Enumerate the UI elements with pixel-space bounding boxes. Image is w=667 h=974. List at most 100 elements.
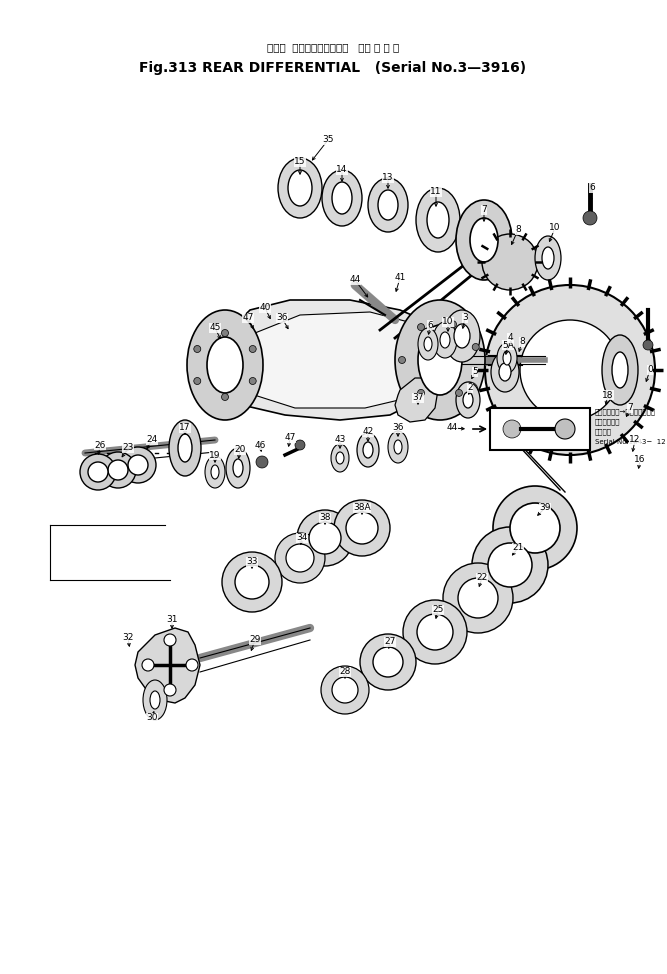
Ellipse shape	[378, 190, 398, 220]
Text: 26: 26	[94, 440, 105, 449]
Text: 21: 21	[512, 543, 524, 552]
Circle shape	[334, 500, 390, 556]
Ellipse shape	[394, 440, 402, 454]
Circle shape	[510, 503, 560, 553]
Text: 全数回に履る: 全数回に履る	[595, 419, 620, 426]
Circle shape	[485, 285, 655, 455]
Circle shape	[186, 659, 198, 671]
Ellipse shape	[288, 170, 312, 206]
Text: 7: 7	[627, 403, 633, 413]
Ellipse shape	[207, 337, 243, 393]
Ellipse shape	[357, 433, 379, 467]
Circle shape	[142, 659, 154, 671]
Circle shape	[462, 382, 478, 398]
Text: 25: 25	[432, 606, 444, 615]
Circle shape	[458, 578, 498, 618]
Ellipse shape	[336, 452, 344, 464]
Circle shape	[88, 462, 108, 482]
Ellipse shape	[454, 324, 470, 348]
Circle shape	[332, 677, 358, 703]
Text: 45: 45	[209, 323, 221, 332]
Circle shape	[286, 544, 314, 572]
Text: 44: 44	[350, 276, 361, 284]
Ellipse shape	[456, 382, 480, 418]
Circle shape	[128, 455, 148, 475]
Text: 42: 42	[362, 428, 374, 436]
Ellipse shape	[418, 328, 438, 360]
Text: 27: 27	[384, 638, 396, 647]
Circle shape	[194, 346, 201, 353]
Ellipse shape	[418, 325, 462, 395]
Circle shape	[583, 211, 597, 225]
Ellipse shape	[331, 444, 349, 472]
Circle shape	[222, 552, 282, 612]
Ellipse shape	[440, 332, 450, 348]
Circle shape	[555, 419, 575, 439]
Text: 6: 6	[589, 183, 595, 193]
Text: 20: 20	[234, 445, 245, 455]
Circle shape	[346, 512, 378, 544]
Text: 38: 38	[319, 513, 331, 522]
Ellipse shape	[205, 456, 225, 488]
Circle shape	[418, 390, 424, 396]
Circle shape	[164, 684, 176, 696]
Text: 5: 5	[472, 367, 478, 377]
Text: リヤー  ディファレンシャル   （適 用 号 機: リヤー ディファレンシャル （適 用 号 機	[267, 42, 399, 52]
Circle shape	[417, 614, 453, 650]
Ellipse shape	[368, 178, 408, 232]
Text: 8: 8	[519, 338, 525, 347]
Text: 18: 18	[602, 391, 614, 399]
Ellipse shape	[424, 337, 432, 351]
Text: 47: 47	[284, 433, 295, 442]
Ellipse shape	[233, 459, 243, 477]
Circle shape	[643, 340, 653, 350]
Ellipse shape	[499, 363, 511, 381]
Ellipse shape	[535, 236, 561, 280]
Text: 43: 43	[334, 435, 346, 444]
Ellipse shape	[497, 343, 517, 373]
Text: Serial No.1443−  12: Serial No.1443− 12	[595, 439, 666, 445]
Text: 3: 3	[462, 314, 468, 322]
Text: 40: 40	[259, 304, 271, 313]
Circle shape	[194, 378, 201, 385]
Circle shape	[221, 393, 229, 400]
Text: 6: 6	[427, 320, 433, 329]
Circle shape	[450, 320, 456, 328]
Text: 19: 19	[209, 451, 221, 460]
Ellipse shape	[395, 300, 485, 420]
Text: 36: 36	[392, 424, 404, 432]
Polygon shape	[395, 378, 438, 422]
Circle shape	[256, 456, 268, 468]
Text: 0: 0	[647, 365, 653, 374]
Ellipse shape	[226, 448, 250, 488]
Ellipse shape	[456, 200, 512, 280]
Ellipse shape	[278, 158, 322, 218]
Circle shape	[398, 356, 406, 363]
Circle shape	[275, 533, 325, 583]
Text: 47: 47	[242, 314, 253, 322]
Circle shape	[249, 378, 256, 385]
Text: 30: 30	[146, 714, 158, 723]
Ellipse shape	[169, 420, 201, 476]
Ellipse shape	[470, 218, 498, 262]
Circle shape	[221, 329, 229, 336]
Polygon shape	[205, 300, 440, 420]
Ellipse shape	[427, 202, 449, 238]
Circle shape	[472, 344, 479, 351]
Circle shape	[520, 320, 620, 420]
Text: 10: 10	[549, 223, 561, 233]
Circle shape	[456, 390, 462, 396]
Text: 33: 33	[246, 557, 257, 567]
Circle shape	[235, 565, 269, 599]
Circle shape	[403, 600, 467, 664]
Ellipse shape	[433, 322, 457, 358]
Text: 46: 46	[254, 440, 265, 449]
Text: 24: 24	[146, 435, 157, 444]
Circle shape	[80, 454, 116, 490]
Text: 14: 14	[336, 166, 348, 174]
Circle shape	[295, 440, 305, 450]
Text: 38A: 38A	[354, 504, 371, 512]
Text: 28: 28	[340, 667, 351, 677]
Text: 8: 8	[515, 226, 521, 235]
Circle shape	[249, 346, 256, 353]
